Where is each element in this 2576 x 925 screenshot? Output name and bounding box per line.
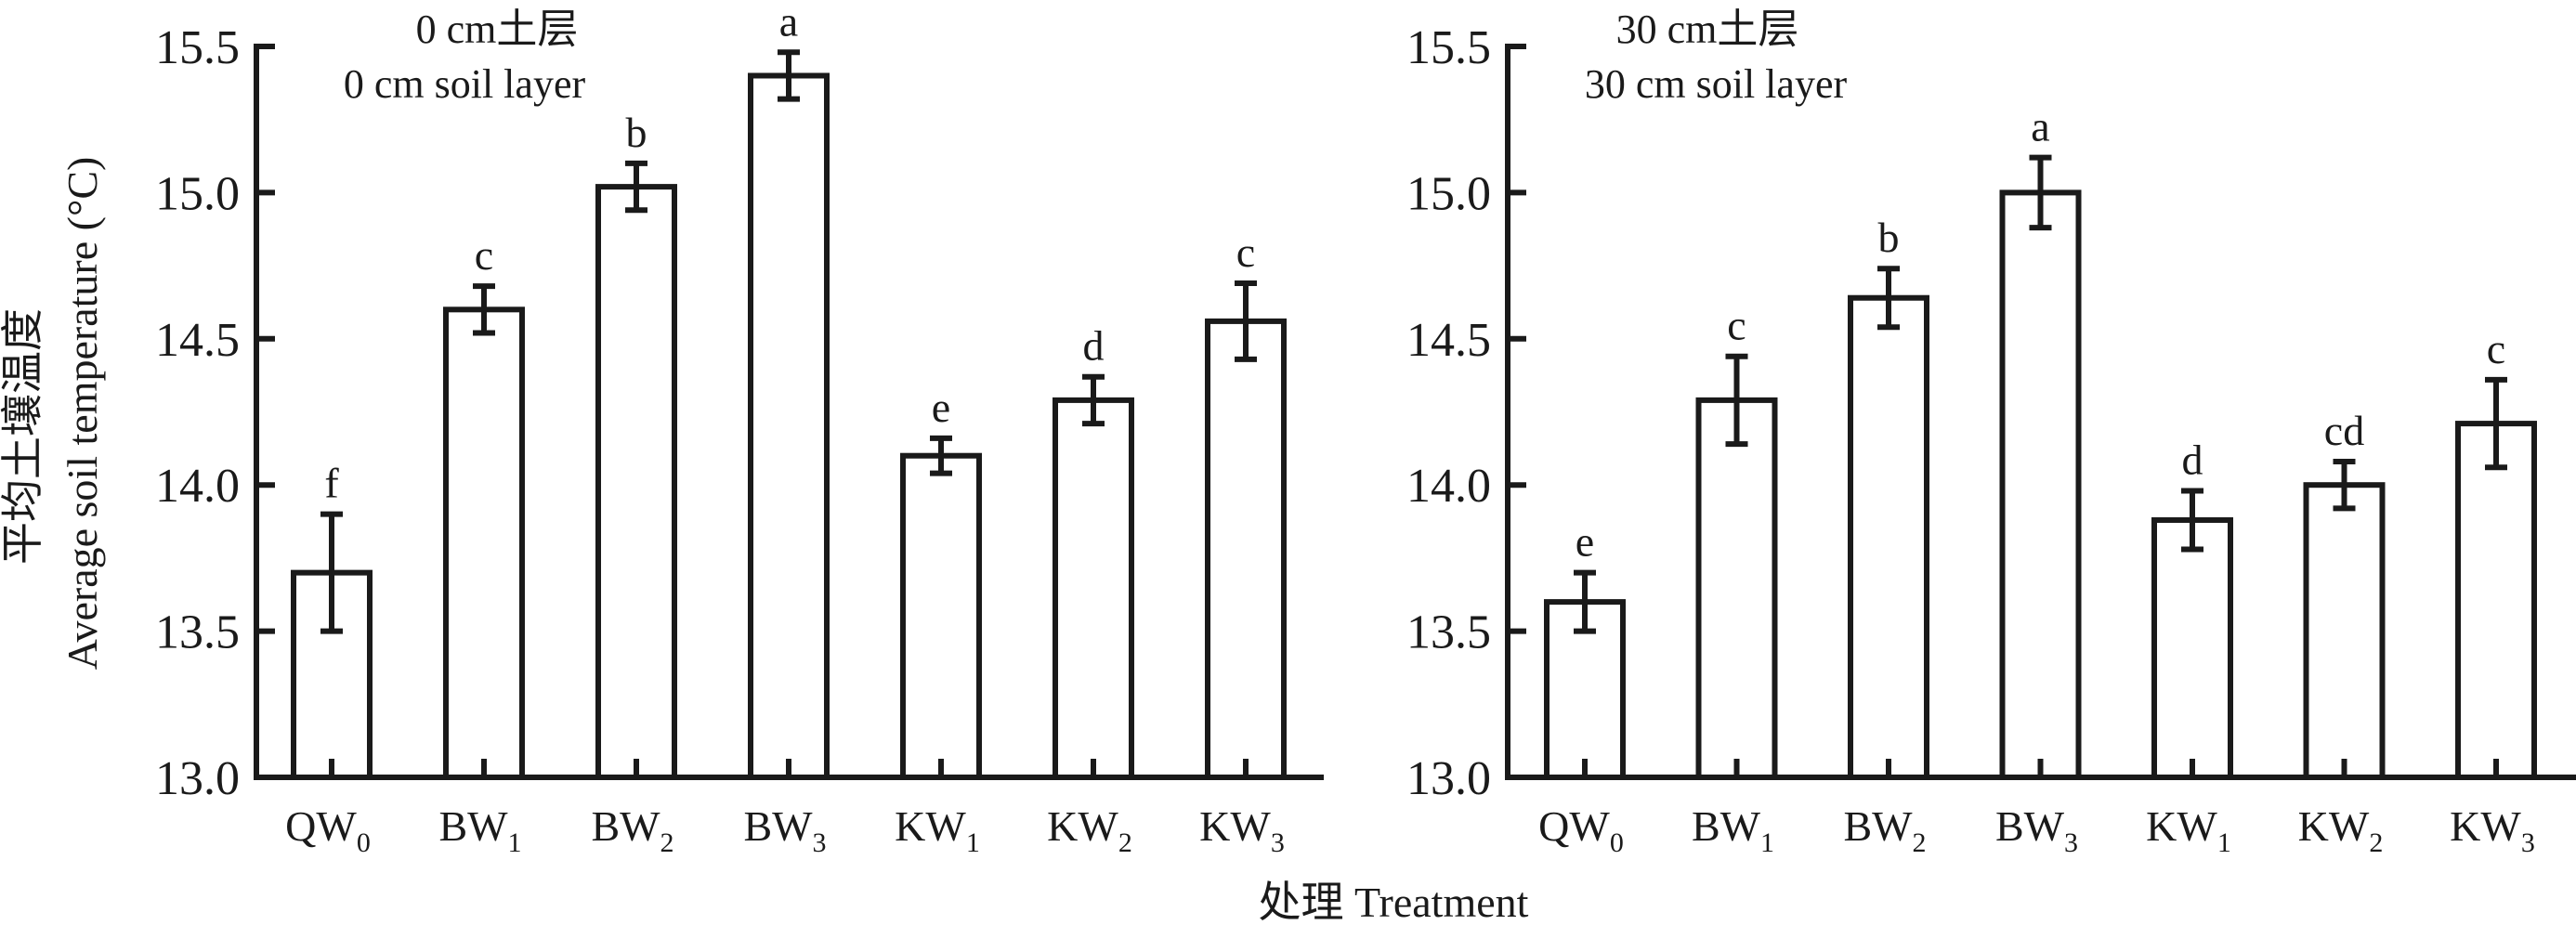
- x-tick-label-base: BW: [1995, 802, 2065, 850]
- bar: [1205, 318, 1287, 780]
- y-tick-label: 13.0: [155, 752, 240, 805]
- x-tick-label-subscript: 2: [660, 827, 674, 858]
- x-tick-label-subscript: 1: [966, 827, 980, 858]
- significance-label: f: [324, 460, 339, 507]
- x-tick-label-base: BW: [1692, 802, 1761, 850]
- y-tick-label: 13.0: [1406, 752, 1491, 805]
- x-tick-label: BW3: [743, 802, 826, 858]
- x-tick-label: QW0: [1538, 802, 1624, 858]
- x-tick-label-subscript: 3: [2064, 827, 2078, 858]
- y-tick-label: 14.0: [1406, 460, 1491, 513]
- significance-label: c: [2487, 325, 2505, 372]
- y-tick-label: 13.5: [155, 606, 240, 659]
- x-tick-label: BW1: [438, 802, 521, 858]
- significance-label: b: [1878, 214, 1900, 261]
- significance-label: c: [1236, 228, 1255, 276]
- x-tick-label-subscript: 3: [1271, 827, 1285, 858]
- x-tick-label: BW2: [1843, 802, 1926, 858]
- significance-label: e: [932, 384, 950, 431]
- significance-label: c: [475, 231, 493, 279]
- y-tick-label: 14.5: [155, 314, 240, 367]
- y-axis-title-cn: 平均土壤温度: [0, 308, 46, 565]
- x-tick-label-subscript: 1: [508, 827, 522, 858]
- x-tick-label-base: KW: [895, 802, 966, 850]
- bar: [748, 72, 830, 781]
- x-tick-label-base: BW: [438, 802, 508, 850]
- bar: [1695, 397, 1778, 780]
- chart-panel-30cm: 30 cm土层 30 cm soil layer 13.0 13.5 14.0 14.…: [1406, 7, 2576, 858]
- x-tick-label: KW1: [2146, 802, 2231, 858]
- significance-label: d: [2182, 436, 2203, 483]
- significance-label: d: [1083, 322, 1105, 370]
- x-axis-title: 处理 Treatment: [1259, 879, 1529, 925]
- significance-label: a: [2031, 103, 2049, 150]
- bar: [443, 306, 525, 780]
- x-tick-label: KW2: [1047, 802, 1132, 858]
- chart-title: 30 cm土层: [1616, 7, 1799, 52]
- x-tick-label: KW2: [2298, 802, 2384, 858]
- y-tick-label: 13.5: [1406, 606, 1491, 659]
- y-axis-title-en: Average soil temperature (°C): [59, 157, 106, 671]
- x-tick-label-base: KW: [1047, 802, 1118, 850]
- significance-label: c: [1727, 302, 1746, 349]
- x-tick-label: BW1: [1692, 802, 1774, 858]
- y-tick-label: 15.0: [155, 167, 240, 220]
- x-tick-label-subscript: 2: [2369, 827, 2383, 858]
- x-tick-label: KW1: [895, 802, 980, 858]
- significance-label: cd: [2324, 407, 2364, 454]
- bar: [595, 184, 677, 780]
- bar: [2303, 482, 2386, 780]
- y-tick-label: 14.5: [1406, 314, 1491, 367]
- bar: [900, 452, 982, 780]
- significance-label: e: [1576, 518, 1594, 566]
- x-tick-label: KW3: [2450, 802, 2535, 858]
- chart-subtitle: 0 cm soil layer: [344, 61, 586, 107]
- x-tick-label: BW3: [1995, 802, 2078, 858]
- x-tick-label-base: BW: [743, 802, 813, 850]
- y-tick-label: 15.5: [155, 21, 240, 74]
- chart-title: 0 cm土层: [416, 7, 579, 52]
- y-tick-label: 15.5: [1406, 21, 1491, 74]
- x-tick-label-subscript: 2: [1118, 827, 1132, 858]
- x-tick-label-subscript: 0: [1610, 827, 1624, 858]
- x-tick-label-subscript: 1: [2217, 827, 2231, 858]
- x-tick-label-base: BW: [1843, 802, 1913, 850]
- x-tick-label-subscript: 3: [813, 827, 827, 858]
- bar: [1053, 397, 1134, 780]
- x-tick-label-subscript: 2: [1913, 827, 1927, 858]
- x-tick-label-base: KW: [2146, 802, 2217, 850]
- bar: [1999, 189, 2082, 780]
- significance-label: b: [626, 109, 647, 156]
- bar: [2455, 421, 2537, 780]
- x-tick-label-base: KW: [2450, 802, 2521, 850]
- x-tick-label-base: BW: [591, 802, 660, 850]
- x-tick-label: QW0: [285, 802, 371, 858]
- significance-label: a: [779, 0, 798, 45]
- x-tick-label: KW3: [1199, 802, 1285, 858]
- y-tick-label: 15.0: [1406, 167, 1491, 220]
- y-tick-label: 14.0: [155, 460, 240, 513]
- x-tick-label: BW2: [591, 802, 673, 858]
- x-tick-label-subscript: 3: [2521, 827, 2535, 858]
- chart-panel-0cm: 0 cm土层 0 cm soil layer 13.0 13.5 14.0 14.5 1…: [155, 0, 1324, 858]
- x-tick-label-subscript: 0: [357, 827, 371, 858]
- chart-subtitle: 30 cm soil layer: [1585, 61, 1848, 107]
- x-tick-label-base: QW: [1538, 802, 1610, 850]
- x-tick-label-subscript: 1: [1760, 827, 1774, 858]
- bar: [2151, 516, 2233, 780]
- x-tick-label-base: QW: [285, 802, 357, 850]
- x-tick-label-base: KW: [1199, 802, 1271, 850]
- bar: [1848, 294, 1929, 780]
- x-tick-label-base: KW: [2298, 802, 2370, 850]
